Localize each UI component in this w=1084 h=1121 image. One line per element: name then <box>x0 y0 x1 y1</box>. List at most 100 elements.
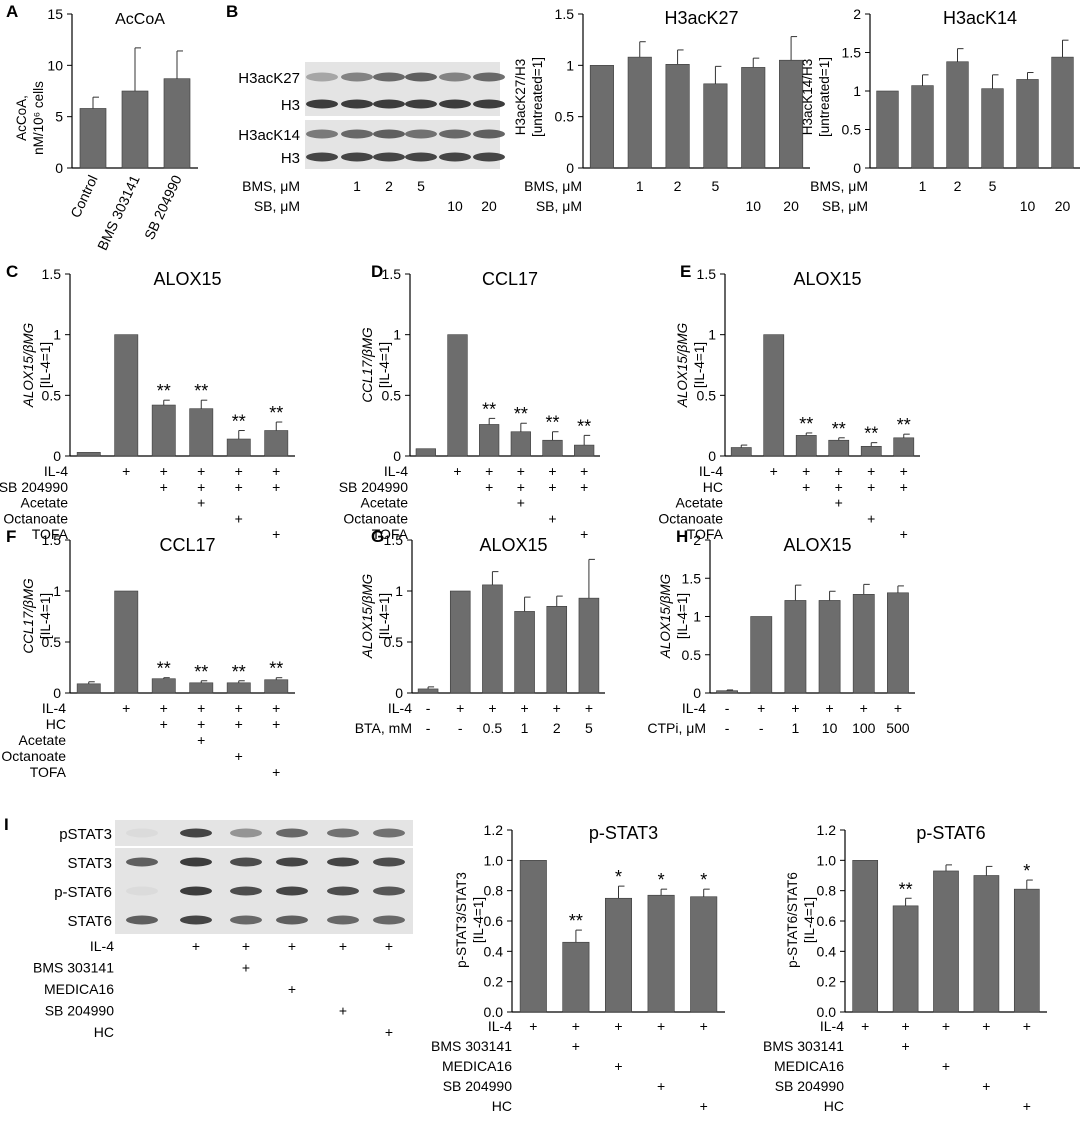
condition-mark: + <box>548 479 556 495</box>
condition-mark: 20 <box>783 198 799 214</box>
condition-mark: + <box>197 463 205 479</box>
bar <box>542 439 563 457</box>
condition-mark: + <box>572 1018 580 1034</box>
bar <box>189 682 214 694</box>
panel-letter: B <box>226 2 238 21</box>
y-tick-label: 0.6 <box>817 913 837 929</box>
condition-label: BMS, μM <box>242 178 300 194</box>
blot-band <box>276 828 308 838</box>
condition-mark: + <box>614 1058 622 1074</box>
blot-band <box>373 886 405 896</box>
y-tick-label: 0.5 <box>382 387 402 403</box>
panel-letter: G <box>371 527 384 546</box>
bar <box>79 108 107 169</box>
condition-mark: + <box>385 1024 393 1040</box>
y-tick-label: 0.8 <box>817 883 837 899</box>
y-tick-label: 0.5 <box>682 647 702 663</box>
condition-mark: + <box>197 716 205 732</box>
condition-label: Acetate <box>19 732 67 748</box>
bar <box>828 439 850 457</box>
condition-mark: + <box>860 700 868 716</box>
condition-mark: + <box>235 510 243 526</box>
condition-label: SB, μM <box>254 198 300 214</box>
blot-band <box>373 828 405 838</box>
condition-label: IL-4 <box>384 463 408 479</box>
condition-label: IL-4 <box>820 1018 844 1034</box>
y-axis-label: [IL-4=1] <box>802 897 817 943</box>
y-tick-label: 1 <box>853 83 861 99</box>
bar <box>578 597 600 694</box>
blot-row-label: STAT6 <box>68 913 112 930</box>
condition-mark: 10 <box>1020 198 1036 214</box>
bar <box>163 78 191 169</box>
bar <box>264 430 289 457</box>
x-tick-label: Control <box>67 173 101 221</box>
condition-mark: + <box>385 938 393 954</box>
condition-mark: + <box>548 463 556 479</box>
bar <box>226 682 251 694</box>
significance-label: ** <box>832 419 846 439</box>
y-tick-label: 0.2 <box>817 974 837 990</box>
significance-label: ** <box>232 412 246 432</box>
condition-mark: + <box>242 960 250 976</box>
condition-mark: + <box>160 700 168 716</box>
chart-title: ALOX15 <box>793 269 861 289</box>
condition-mark: + <box>242 938 250 954</box>
bar <box>76 683 101 694</box>
significance-label: ** <box>482 399 496 419</box>
significance-label: * <box>700 870 707 890</box>
condition-mark: + <box>456 700 464 716</box>
blot-band <box>473 152 505 162</box>
blot-row-label: H3 <box>281 150 300 167</box>
bar <box>589 65 614 169</box>
condition-mark: 500 <box>886 720 910 736</box>
bar <box>514 611 535 694</box>
blot-band <box>439 99 471 109</box>
significance-label: ** <box>269 659 283 679</box>
condition-mark: + <box>160 463 168 479</box>
bar <box>818 600 841 694</box>
blot-band <box>306 129 338 139</box>
blot-band <box>373 129 405 139</box>
y-tick-label: 0.5 <box>842 122 862 138</box>
bar <box>479 424 500 457</box>
condition-mark: + <box>900 526 908 542</box>
y-axis-label: H3acK14/H3 <box>800 59 815 136</box>
condition-label: HC <box>824 1098 844 1114</box>
condition-label: HC <box>703 479 723 495</box>
y-tick-label: 1 <box>566 57 574 73</box>
blot-band <box>276 915 308 925</box>
condition-mark: 10 <box>745 198 761 214</box>
condition-label: BMS, μM <box>524 178 582 194</box>
condition-mark: 5 <box>989 178 997 194</box>
blot-band <box>306 152 338 162</box>
blot-row-label: H3 <box>281 97 300 114</box>
y-axis-label: p-STAT3/STAT3 <box>454 872 469 968</box>
condition-mark: + <box>657 1078 665 1094</box>
condition-mark: + <box>485 463 493 479</box>
significance-label: ** <box>194 662 208 682</box>
condition-label: CTPi, μM <box>647 720 706 736</box>
chart-title: p-STAT6 <box>916 823 985 843</box>
y-axis-label: AcCoA, <box>14 95 29 141</box>
blot-band <box>327 857 359 867</box>
bar <box>665 64 690 169</box>
x-tick-label: SB 204990 <box>141 172 185 242</box>
chart-panel-a: AcCoA 0 5 10 15 AcCoA, nM/10⁶ cells ControlBMS … <box>14 6 198 253</box>
bar <box>784 600 807 694</box>
condition-mark: 1 <box>636 178 644 194</box>
y-tick-label: 0.2 <box>484 974 504 990</box>
condition-mark: + <box>572 1038 580 1054</box>
condition-mark: + <box>122 463 130 479</box>
y-tick-label: 1.5 <box>382 266 402 282</box>
condition-label: HC <box>492 1098 512 1114</box>
y-tick-label: 0 <box>566 160 574 176</box>
condition-label: Octanoate <box>3 510 68 526</box>
chart-title: AcCoA <box>115 11 165 28</box>
blot-band <box>473 129 505 139</box>
bar <box>121 90 149 169</box>
condition-label: Acetate <box>361 495 409 511</box>
condition-label: BMS 303141 <box>763 1038 844 1054</box>
y-axis-label: [IL-4=1] <box>38 593 53 639</box>
